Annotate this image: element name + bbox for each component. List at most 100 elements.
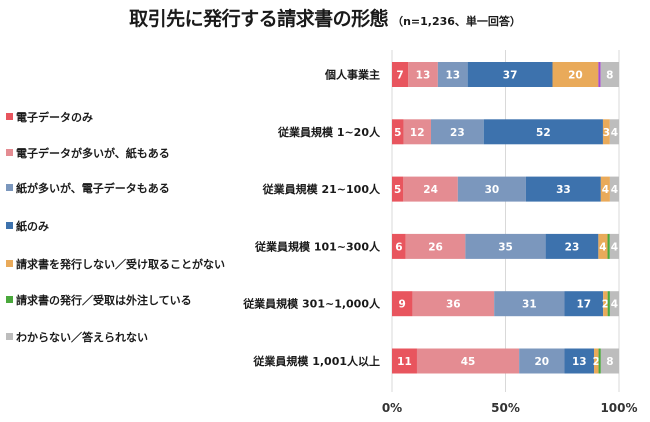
legend-swatch: [6, 113, 13, 120]
bar-segment: [609, 119, 619, 145]
data-label: 4: [602, 184, 609, 196]
bar-segment: [519, 348, 565, 374]
data-label: 8: [606, 356, 613, 368]
bar-segment: [392, 348, 417, 374]
data-label: 13: [416, 70, 431, 82]
bar-segment: [600, 348, 619, 374]
category-label: 従業員規模 21~100人: [262, 182, 381, 196]
legend-label: わからない／答えられない: [16, 331, 148, 344]
data-label: 2: [593, 356, 600, 368]
bar-segment: [564, 348, 595, 374]
bar-segment: [609, 176, 619, 202]
bar-segment: [600, 176, 610, 202]
bar-segment: [465, 233, 546, 259]
bar-segment-other: [598, 62, 601, 87]
legend-item: わからない／答えられない: [6, 331, 148, 345]
data-label: 45: [461, 356, 476, 368]
legend-item: 請求書の発行／受取は外注している: [6, 294, 192, 308]
bar-segment: [392, 62, 409, 87]
data-label: 23: [450, 127, 465, 139]
legend-item: 電子データが多いが、紙もある: [6, 147, 170, 161]
bar-segment: [609, 233, 619, 259]
chart-title: 取引先に発行する請求書の形態: [129, 8, 389, 30]
data-label: 20: [568, 70, 583, 82]
data-label: 4: [599, 241, 606, 253]
data-label: 4: [611, 184, 618, 196]
x-tick-label: 0%: [382, 401, 402, 415]
legend-item: 紙が多いが、電子データもある: [6, 182, 170, 196]
bar-segment: [525, 176, 601, 202]
bar-segment: [392, 291, 413, 317]
bar-segment: [600, 62, 619, 87]
chart-subtitle: （n=1,236、単一回答）: [392, 15, 521, 28]
data-label: 26: [428, 241, 443, 253]
legend-label: 電子データのみ: [16, 111, 93, 124]
data-label: 6: [395, 241, 402, 253]
bar-segment: [403, 119, 431, 145]
bar-segment: [603, 291, 608, 317]
data-label: 11: [397, 356, 412, 368]
bar-segment: [416, 348, 520, 374]
bar-segment: [412, 291, 495, 317]
chart-title-block: 取引先に発行する請求書の形態 （n=1,236、単一回答）: [0, 4, 650, 31]
bar-segment: [467, 62, 553, 87]
category-label: 従業員規模 301~1,000人: [242, 297, 381, 311]
bar-segment: [483, 119, 603, 145]
data-label: 30: [485, 184, 500, 196]
legend-item: 請求書を発行しない／受け取ることがない: [6, 258, 225, 272]
x-tick-label: 50%: [491, 401, 520, 415]
data-label: 31: [522, 299, 537, 311]
data-label: 35: [498, 241, 513, 253]
bar-segment: [408, 62, 438, 87]
legend-swatch: [6, 260, 13, 267]
data-label: 3: [603, 127, 610, 139]
legend-label: 請求書の発行／受取は外注している: [16, 294, 192, 307]
bar-segment: [405, 233, 466, 259]
category-label: 従業員規模 1~20人: [277, 125, 381, 139]
legend-swatch: [6, 296, 13, 303]
bar-segment: [552, 62, 599, 87]
legend-swatch: [6, 222, 13, 229]
data-label: 33: [556, 184, 571, 196]
data-label: 2: [602, 299, 609, 311]
data-label: 5: [394, 127, 401, 139]
legend-swatch: [6, 184, 13, 191]
category-label: 従業員規模 1,001人以上: [252, 354, 380, 368]
legend-item: 電子データのみ: [6, 111, 93, 125]
data-label: 4: [611, 299, 618, 311]
data-label: 13: [572, 356, 587, 368]
bar-segment: [437, 62, 468, 87]
data-label: 9: [399, 299, 406, 311]
data-label: 8: [606, 70, 613, 82]
bar-segment: [392, 233, 406, 259]
legend-swatch: [6, 333, 13, 340]
bar-segment: [602, 119, 610, 145]
legend-item: 紙のみ: [6, 220, 49, 234]
category-label: 従業員規模 101~300人: [254, 239, 381, 253]
data-label: 52: [536, 127, 551, 139]
bar-segment: [392, 119, 404, 145]
data-label: 4: [611, 241, 618, 253]
data-label: 20: [535, 356, 550, 368]
legend-swatch: [6, 149, 13, 156]
data-label: 23: [565, 241, 580, 253]
bar-segment: [457, 176, 526, 202]
legend-label: 電子データが多いが、紙もある: [16, 147, 170, 160]
bar-segment: [594, 348, 599, 374]
bar-segment: [609, 291, 619, 317]
legend-label: 紙のみ: [16, 220, 49, 233]
legend-label: 紙が多いが、電子データもある: [16, 182, 170, 195]
data-label: 13: [445, 70, 460, 82]
legend-label: 請求書を発行しない／受け取ることがない: [16, 258, 225, 271]
bar-segment: [403, 176, 458, 202]
data-label: 24: [423, 184, 438, 196]
bar-segment: [494, 291, 565, 317]
data-label: 36: [446, 299, 461, 311]
bar-segment: [598, 233, 608, 259]
data-label: 17: [577, 299, 592, 311]
x-tick-label: 100%: [600, 401, 637, 415]
bar-segment: [392, 176, 404, 202]
bar-segment: [607, 291, 610, 317]
data-label: 4: [611, 127, 618, 139]
